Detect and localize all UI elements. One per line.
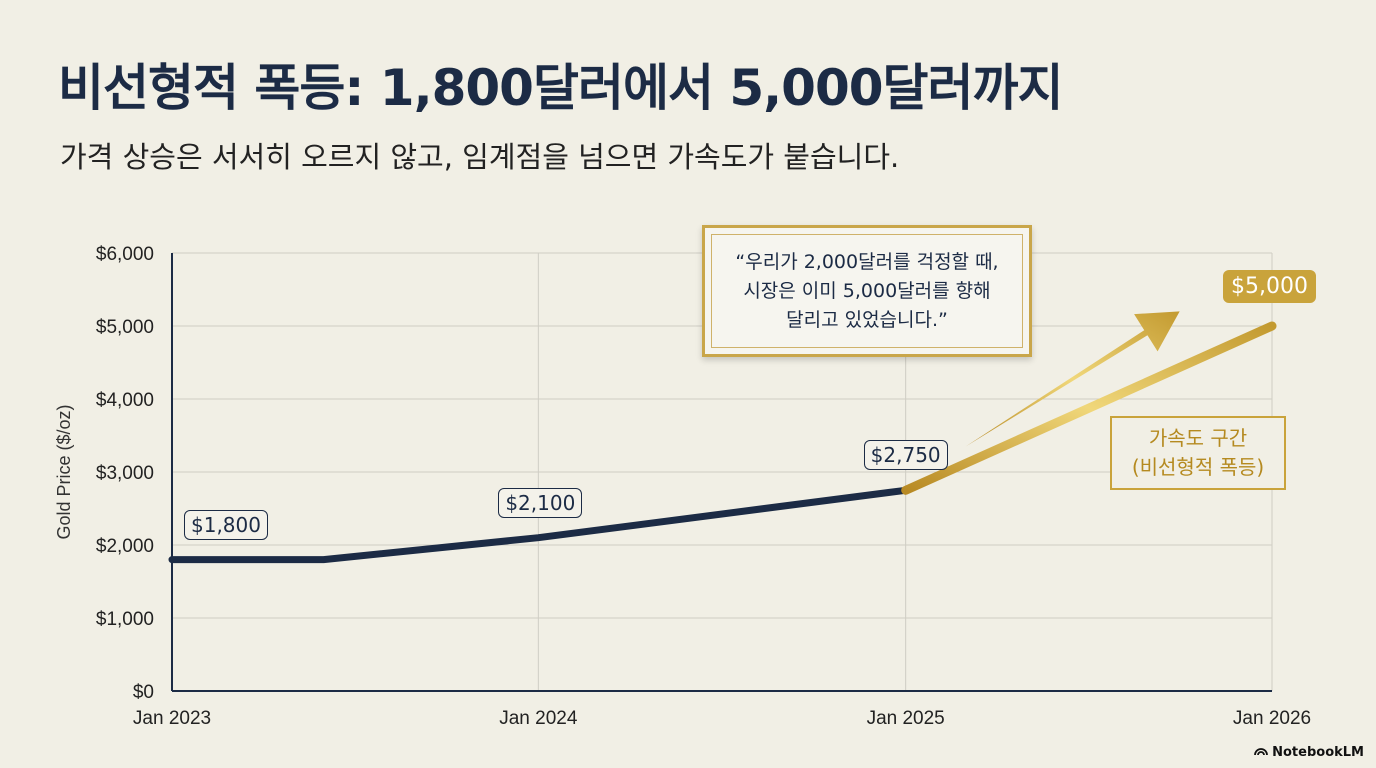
series-line-steady xyxy=(168,486,910,564)
data-label: $2,750 xyxy=(863,440,948,471)
page-subtitle: 가격 상승은 서서히 오르지 않고, 임계점을 넘으면 가속도가 붙습니다. xyxy=(60,140,900,174)
y-axis-label: Gold Price ($/oz) xyxy=(54,404,74,539)
notebooklm-logo-icon xyxy=(1254,745,1269,760)
y-tick-label: $6,000 xyxy=(96,244,154,265)
y-tick-label: $1,000 xyxy=(96,609,154,630)
brand-name: NotebookLM xyxy=(1272,745,1364,760)
y-tick-label: $4,000 xyxy=(96,390,154,411)
trend-arrow-icon xyxy=(965,311,1180,447)
x-tick-label: Jan 2024 xyxy=(499,708,578,729)
x-tick-label: Jan 2025 xyxy=(867,708,945,729)
page-title: 비선형적 폭등: 1,800달러에서 5,000달러까지 xyxy=(58,59,1064,117)
series-line-acceleration xyxy=(901,321,1277,495)
chart-grid xyxy=(172,252,1273,691)
brand-footer: NotebookLM xyxy=(1254,745,1364,760)
y-tick-label: $5,000 xyxy=(96,317,154,338)
x-tick-label: Jan 2026 xyxy=(1233,708,1311,729)
chart-lines xyxy=(168,321,1277,564)
quote-callout: “우리가 2,000달러를 걱정할 때, 시장은 이미 5,000달러를 향해 … xyxy=(702,225,1032,357)
x-tick-label: Jan 2023 xyxy=(133,708,211,729)
data-label: $5,000 xyxy=(1223,270,1316,303)
y-tick-label: $0 xyxy=(133,682,154,703)
chart-axes xyxy=(171,253,1272,692)
data-label: $2,100 xyxy=(498,487,583,518)
y-tick-label: $2,000 xyxy=(96,536,154,557)
trend-arrow xyxy=(965,311,1180,447)
data-label: $1,800 xyxy=(184,509,268,540)
chart-ticks: $0 $1,000 $2,000 $3,000 $4,000 $5,000 $6,000 Ja… xyxy=(96,244,1311,729)
acceleration-zone-label: 가속도 구간 (비선형적 폭등) xyxy=(1110,416,1286,490)
y-tick-label: $3,000 xyxy=(96,463,154,484)
quote-text: “우리가 2,000달러를 걱정할 때, 시장은 이미 5,000달러를 향해 … xyxy=(711,234,1023,348)
